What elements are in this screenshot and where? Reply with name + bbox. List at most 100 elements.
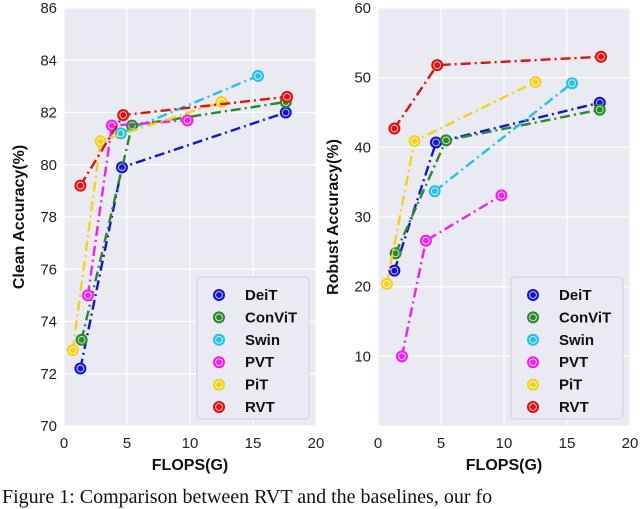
data-point-swin: [566, 77, 579, 90]
legend-marker-ring: [529, 358, 537, 367]
marker-ring: [390, 266, 399, 275]
legend-marker-pvt: [213, 356, 225, 369]
legend-marker-deit: [527, 289, 539, 301]
data-point-convit: [75, 333, 88, 346]
legend-marker-pit: [213, 378, 225, 391]
data-point-pit: [215, 96, 228, 109]
marker-dot: [74, 362, 87, 375]
legend-item-rvt: RVT: [213, 399, 275, 416]
data-point-pvt: [419, 234, 432, 247]
legend-marker-ring: [529, 380, 537, 389]
legend-label-rvt: RVT: [559, 399, 589, 416]
data-point-rvt: [431, 59, 444, 72]
legend-marker-swin: [527, 333, 539, 346]
legend-label-pit: PiT: [559, 377, 582, 394]
series-line-swin: [433, 82, 573, 193]
marker-dot: [428, 185, 441, 198]
marker-ring: [595, 105, 604, 114]
legend-marker-convit: [527, 311, 539, 324]
marker-dot: [252, 69, 265, 82]
y-tick-label: 82: [40, 105, 57, 122]
legend-box: [510, 276, 624, 420]
marker-dot: [181, 114, 194, 127]
legend-marker-rvt: [213, 401, 225, 413]
x-tick-label: 15: [559, 435, 576, 452]
marker-ring: [76, 181, 85, 190]
data-point-rvt: [74, 179, 87, 192]
marker-ring: [108, 121, 116, 130]
y-tick-label: 74: [40, 314, 57, 331]
data-point-pit: [408, 135, 421, 148]
marker-ring: [119, 111, 128, 119]
data-point-pvt: [395, 350, 408, 363]
marker-ring: [391, 249, 400, 258]
marker-ring: [254, 72, 262, 80]
marker-dot: [431, 59, 444, 72]
clean-accuracy-chart: 0 5 10 15 20 70 72 74 76 78 80 82 84 86 FLOPS(G) Clean …: [11, 0, 324, 474]
x-tick-label: 5: [437, 435, 445, 452]
legend-item-convit: ConViT: [527, 309, 611, 326]
data-point-deit: [429, 136, 442, 149]
marker-ring: [96, 137, 105, 146]
data-point-swin: [252, 69, 265, 82]
y-tick-label: 76: [40, 261, 57, 278]
legend-label-convit: ConViT: [559, 309, 611, 326]
x-axis-label: FLOPS(G): [152, 457, 228, 474]
legend-marker-ring: [529, 313, 537, 322]
marker-ring: [531, 77, 540, 86]
marker-ring: [84, 291, 92, 300]
marker-dot: [81, 289, 94, 302]
marker-dot: [380, 277, 393, 290]
marker-dot: [279, 106, 292, 119]
legend-item-swin: Swin: [527, 332, 594, 349]
data-point-swin: [428, 185, 441, 198]
marker-ring: [432, 138, 440, 147]
marker-dot: [566, 77, 579, 90]
y-tick-label: 78: [40, 209, 57, 226]
legend-marker-pvt: [527, 356, 539, 369]
x-tick-label: 20: [308, 435, 325, 452]
data-point-pvt: [495, 189, 508, 202]
y-axis-label: Robust Accuracy(%): [325, 139, 342, 295]
y-tick-label: 50: [354, 70, 371, 87]
marker-dot: [395, 350, 408, 363]
legend-label-rvt: RVT: [245, 399, 275, 416]
marker-ring: [76, 364, 85, 373]
marker-dot: [419, 234, 432, 247]
legend-marker-ring: [529, 335, 537, 344]
x-tick-label: 10: [182, 435, 199, 452]
marker-ring: [382, 280, 391, 288]
marker-ring: [433, 61, 442, 69]
marker-dot: [94, 135, 107, 148]
data-point-pit: [529, 75, 542, 88]
legend-marker-convit: [213, 311, 225, 324]
marker-dot: [440, 134, 453, 147]
data-point-convit: [593, 103, 606, 116]
legend-marker-ring: [215, 403, 223, 411]
legend-item-pit: PiT: [213, 377, 268, 394]
y-tick-label: 84: [40, 52, 57, 69]
legend-marker-pit: [527, 378, 539, 391]
marker-dot: [66, 344, 79, 357]
marker-ring: [442, 136, 450, 145]
y-tick-label: 40: [354, 139, 371, 156]
legend-marker-ring: [529, 403, 537, 411]
marker-dot: [429, 136, 442, 149]
x-tick-label: 0: [60, 435, 68, 452]
legend-item-pvt: PVT: [213, 354, 274, 371]
series-line-rvt: [393, 55, 602, 130]
data-point-deit: [74, 362, 87, 375]
marker-ring: [497, 191, 506, 200]
y-tick-label: 86: [40, 0, 57, 17]
legend-item-pvt: PVT: [527, 354, 588, 371]
legend-label-pit: PiT: [245, 377, 268, 394]
y-tick-label: 80: [40, 157, 57, 174]
legend-label-pvt: PVT: [245, 354, 274, 371]
marker-ring: [410, 137, 419, 145]
figure-caption: Figure 1: Comparison between RVT and the…: [2, 486, 493, 508]
marker-dot: [529, 75, 542, 88]
data-point-pvt: [181, 114, 194, 127]
legend-marker-ring: [215, 335, 223, 344]
data-point-convit: [440, 134, 453, 147]
legend-item-pit: PiT: [527, 377, 582, 394]
